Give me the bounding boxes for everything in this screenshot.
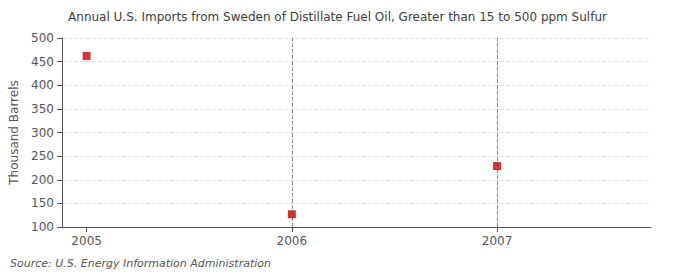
svg-text:200: 200 — [31, 173, 54, 187]
svg-text:350: 350 — [31, 102, 54, 116]
svg-text:2005: 2005 — [71, 234, 102, 248]
svg-text:2007: 2007 — [482, 234, 513, 248]
svg-text:2006: 2006 — [277, 234, 308, 248]
svg-text:450: 450 — [31, 55, 54, 69]
svg-text:400: 400 — [31, 78, 54, 92]
svg-text:Source: U.S. Energy Informatio: Source: U.S. Energy Information Administ… — [10, 257, 271, 270]
svg-text:300: 300 — [31, 126, 54, 140]
svg-text:100: 100 — [31, 220, 54, 234]
svg-text:150: 150 — [31, 196, 54, 210]
svg-text:500: 500 — [31, 31, 54, 45]
svg-text:Thousand Barrels: Thousand Barrels — [7, 80, 21, 185]
svg-text:Annual U.S. Imports from Swede: Annual U.S. Imports from Sweden of Disti… — [68, 10, 607, 24]
svg-text:250: 250 — [31, 149, 54, 163]
